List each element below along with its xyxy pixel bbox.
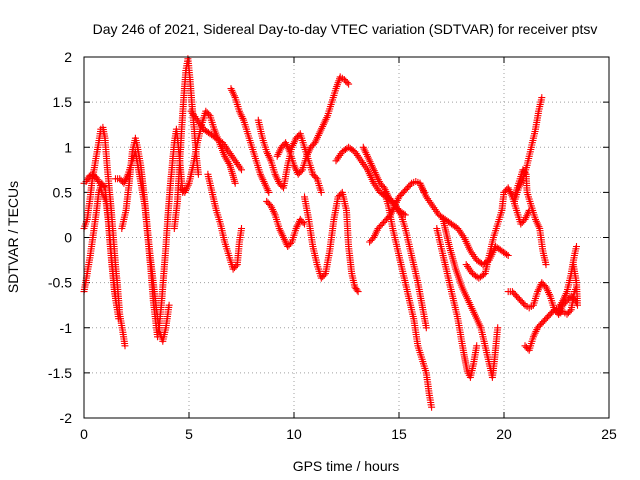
data-point <box>205 110 213 118</box>
x-axis-label: GPS time / hours <box>293 458 400 474</box>
y-tick-label: -0.5 <box>48 275 72 291</box>
data-point <box>112 292 119 300</box>
series-arc-9 <box>204 170 245 273</box>
data-point <box>265 188 273 196</box>
data-point <box>354 288 362 296</box>
x-tick-label: 25 <box>601 426 617 442</box>
data-marks <box>80 55 581 411</box>
data-point <box>217 138 225 146</box>
data-point <box>100 182 108 190</box>
data-point <box>494 324 502 332</box>
x-tick-labels: 0 5 10 15 20 25 <box>80 426 617 442</box>
y-tick-label: 1 <box>64 139 72 155</box>
data-point <box>299 219 307 226</box>
data-point <box>320 271 328 279</box>
y-tick-label: 1.5 <box>53 94 73 110</box>
x-tick-label: 5 <box>185 426 193 442</box>
y-tick-label: 2 <box>64 49 72 65</box>
series-arc-27 <box>555 261 581 318</box>
data-point <box>194 170 202 178</box>
data-point <box>317 188 325 196</box>
data-point <box>428 403 436 411</box>
y-tick-label: 0.5 <box>53 184 73 200</box>
x-tick-label: 15 <box>391 426 407 442</box>
data-point <box>287 240 294 247</box>
data-point <box>473 342 481 350</box>
series-arc-10 <box>227 85 273 196</box>
data-point <box>115 315 123 323</box>
data-point <box>349 147 357 155</box>
series-arc-21 <box>439 215 502 381</box>
data-point <box>238 225 245 232</box>
data-point <box>121 342 129 350</box>
series-arc-14 <box>301 188 362 296</box>
series-arc-5 <box>118 134 173 345</box>
series-arc-16 <box>359 143 430 332</box>
data-point <box>343 79 351 87</box>
series-arc-3 <box>80 179 119 300</box>
data-point <box>573 243 580 250</box>
series-arc-22 <box>462 184 533 282</box>
x-tick-label: 0 <box>80 426 88 442</box>
data-point <box>232 262 240 270</box>
data-point <box>569 261 577 269</box>
grid-lines <box>84 57 609 418</box>
data-point <box>566 307 574 315</box>
data-point <box>238 166 245 174</box>
y-tick-label: -1.5 <box>48 365 72 381</box>
x-tick-label: 10 <box>286 426 302 442</box>
data-point <box>452 223 460 231</box>
data-point <box>422 324 430 332</box>
data-point <box>570 295 578 303</box>
data-point <box>297 167 305 175</box>
y-tick-label: 0 <box>64 230 72 246</box>
y-axis-label: SDTVAR / TECUs <box>5 181 21 293</box>
data-point <box>503 250 511 258</box>
series-arc-24 <box>511 94 546 205</box>
data-point <box>231 179 239 187</box>
series-arc-20 <box>433 225 481 381</box>
plot-frame <box>83 56 610 419</box>
series-arc-13 <box>273 73 353 178</box>
chart-title: Day 246 of 2021, Sidereal Day-to-day VTE… <box>93 21 598 37</box>
series-arc-1 <box>80 123 129 350</box>
data-point <box>504 252 512 259</box>
series-arc-18 <box>380 188 436 411</box>
y-tick-labels: -2 -1.5 -1 -0.5 0 0.5 1 1.5 2 <box>48 49 72 426</box>
series-arc-12 <box>263 197 308 250</box>
data-point <box>353 286 361 294</box>
y-tick-label: -1 <box>60 320 73 336</box>
series-arc-6 <box>170 55 202 232</box>
data-point <box>312 173 320 181</box>
data-point <box>538 94 546 102</box>
data-point <box>345 80 353 88</box>
data-point <box>542 261 550 269</box>
series-arc-8 <box>187 107 245 174</box>
x-tick-label: 20 <box>496 426 512 442</box>
data-point <box>165 301 173 309</box>
y-tick-label: -2 <box>60 410 73 426</box>
